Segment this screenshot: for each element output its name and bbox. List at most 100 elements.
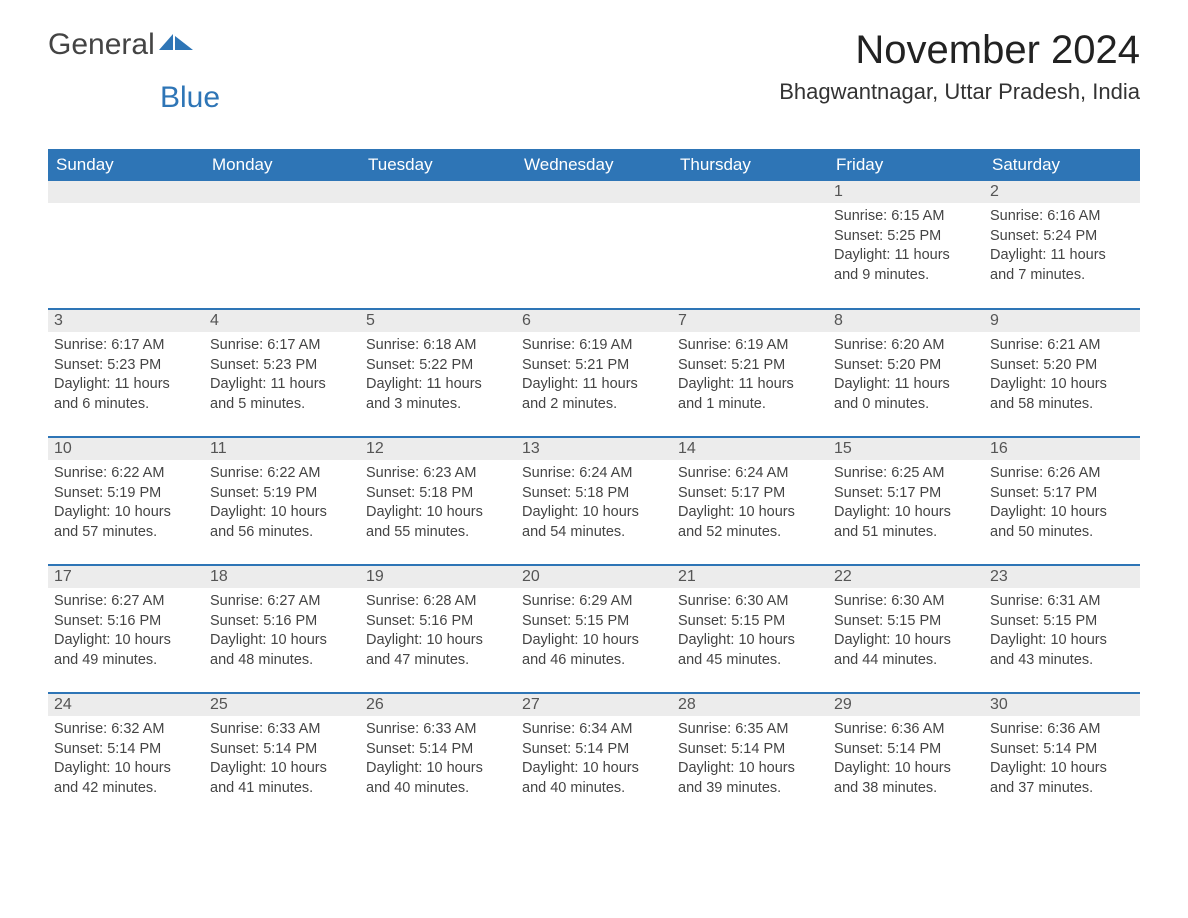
day-number: 11 (204, 438, 360, 460)
day-details: Sunrise: 6:24 AMSunset: 5:18 PMDaylight:… (516, 460, 672, 550)
sunset-text: Sunset: 5:14 PM (366, 740, 510, 760)
day-number: 8 (828, 310, 984, 332)
sunrise-text: Sunrise: 6:24 AM (678, 464, 822, 484)
weekday-header: Saturday (984, 149, 1140, 181)
day-number: 28 (672, 694, 828, 716)
calendar-day-cell: 3Sunrise: 6:17 AMSunset: 5:23 PMDaylight… (48, 309, 204, 437)
weekday-header: Friday (828, 149, 984, 181)
day-details: Sunrise: 6:19 AMSunset: 5:21 PMDaylight:… (516, 332, 672, 422)
calendar-day-cell (672, 181, 828, 309)
day-details: Sunrise: 6:24 AMSunset: 5:17 PMDaylight:… (672, 460, 828, 550)
sunset-text: Sunset: 5:20 PM (990, 356, 1134, 376)
daylight-text: Daylight: 10 hours and 47 minutes. (366, 631, 510, 670)
day-details: Sunrise: 6:15 AMSunset: 5:25 PMDaylight:… (828, 203, 984, 293)
sunset-text: Sunset: 5:14 PM (990, 740, 1134, 760)
sunset-text: Sunset: 5:14 PM (54, 740, 198, 760)
calendar-day-cell (48, 181, 204, 309)
daylight-text: Daylight: 11 hours and 6 minutes. (54, 375, 198, 414)
daylight-text: Daylight: 11 hours and 5 minutes. (210, 375, 354, 414)
day-details: Sunrise: 6:35 AMSunset: 5:14 PMDaylight:… (672, 716, 828, 806)
sunrise-text: Sunrise: 6:34 AM (522, 720, 666, 740)
calendar-day-cell (204, 181, 360, 309)
calendar-day-cell: 14Sunrise: 6:24 AMSunset: 5:17 PMDayligh… (672, 437, 828, 565)
day-details: Sunrise: 6:16 AMSunset: 5:24 PMDaylight:… (984, 203, 1140, 293)
sunset-text: Sunset: 5:24 PM (990, 227, 1134, 247)
day-number: 13 (516, 438, 672, 460)
sunset-text: Sunset: 5:17 PM (678, 484, 822, 504)
daylight-text: Daylight: 10 hours and 49 minutes. (54, 631, 198, 670)
day-details: Sunrise: 6:22 AMSunset: 5:19 PMDaylight:… (204, 460, 360, 550)
day-details: Sunrise: 6:29 AMSunset: 5:15 PMDaylight:… (516, 588, 672, 678)
sunrise-text: Sunrise: 6:27 AM (210, 592, 354, 612)
day-number: 5 (360, 310, 516, 332)
calendar-day-cell: 16Sunrise: 6:26 AMSunset: 5:17 PMDayligh… (984, 437, 1140, 565)
calendar-week-row: 3Sunrise: 6:17 AMSunset: 5:23 PMDaylight… (48, 309, 1140, 437)
title-block: November 2024 Bhagwantnagar, Uttar Prade… (779, 28, 1140, 115)
calendar-week-row: 10Sunrise: 6:22 AMSunset: 5:19 PMDayligh… (48, 437, 1140, 565)
calendar-day-cell: 18Sunrise: 6:27 AMSunset: 5:16 PMDayligh… (204, 565, 360, 693)
calendar-day-cell: 28Sunrise: 6:35 AMSunset: 5:14 PMDayligh… (672, 693, 828, 821)
daylight-text: Daylight: 10 hours and 51 minutes. (834, 503, 978, 542)
sunrise-text: Sunrise: 6:27 AM (54, 592, 198, 612)
logo-text-2: Blue (160, 81, 220, 114)
daylight-text: Daylight: 11 hours and 0 minutes. (834, 375, 978, 414)
weekday-header: Tuesday (360, 149, 516, 181)
day-number: 17 (48, 566, 204, 588)
day-details: Sunrise: 6:17 AMSunset: 5:23 PMDaylight:… (48, 332, 204, 422)
day-details: Sunrise: 6:25 AMSunset: 5:17 PMDaylight:… (828, 460, 984, 550)
sunset-text: Sunset: 5:19 PM (54, 484, 198, 504)
day-number: 26 (360, 694, 516, 716)
day-details: Sunrise: 6:19 AMSunset: 5:21 PMDaylight:… (672, 332, 828, 422)
weekday-header: Sunday (48, 149, 204, 181)
sunset-text: Sunset: 5:21 PM (522, 356, 666, 376)
sunset-text: Sunset: 5:22 PM (366, 356, 510, 376)
sunset-text: Sunset: 5:18 PM (522, 484, 666, 504)
logo-text-1: General (48, 28, 155, 62)
calendar-day-cell (360, 181, 516, 309)
daylight-text: Daylight: 10 hours and 40 minutes. (366, 759, 510, 798)
sunset-text: Sunset: 5:23 PM (54, 356, 198, 376)
sunrise-text: Sunrise: 6:23 AM (366, 464, 510, 484)
calendar-day-cell: 25Sunrise: 6:33 AMSunset: 5:14 PMDayligh… (204, 693, 360, 821)
calendar-week-row: 17Sunrise: 6:27 AMSunset: 5:16 PMDayligh… (48, 565, 1140, 693)
weekday-header-row: Sunday Monday Tuesday Wednesday Thursday… (48, 149, 1140, 181)
day-details: Sunrise: 6:31 AMSunset: 5:15 PMDaylight:… (984, 588, 1140, 678)
sunrise-text: Sunrise: 6:29 AM (522, 592, 666, 612)
sunset-text: Sunset: 5:18 PM (366, 484, 510, 504)
sunrise-text: Sunrise: 6:36 AM (834, 720, 978, 740)
calendar-day-cell: 11Sunrise: 6:22 AMSunset: 5:19 PMDayligh… (204, 437, 360, 565)
day-number: 15 (828, 438, 984, 460)
calendar-day-cell: 26Sunrise: 6:33 AMSunset: 5:14 PMDayligh… (360, 693, 516, 821)
sunset-text: Sunset: 5:23 PM (210, 356, 354, 376)
daylight-text: Daylight: 10 hours and 46 minutes. (522, 631, 666, 670)
calendar-day-cell: 27Sunrise: 6:34 AMSunset: 5:14 PMDayligh… (516, 693, 672, 821)
day-number: 25 (204, 694, 360, 716)
day-details: Sunrise: 6:28 AMSunset: 5:16 PMDaylight:… (360, 588, 516, 678)
sunrise-text: Sunrise: 6:19 AM (522, 336, 666, 356)
day-details: Sunrise: 6:36 AMSunset: 5:14 PMDaylight:… (984, 716, 1140, 806)
day-details: Sunrise: 6:33 AMSunset: 5:14 PMDaylight:… (360, 716, 516, 806)
day-details: Sunrise: 6:34 AMSunset: 5:14 PMDaylight:… (516, 716, 672, 806)
daylight-text: Daylight: 10 hours and 41 minutes. (210, 759, 354, 798)
day-number: 7 (672, 310, 828, 332)
sunrise-text: Sunrise: 6:17 AM (210, 336, 354, 356)
calendar-day-cell: 10Sunrise: 6:22 AMSunset: 5:19 PMDayligh… (48, 437, 204, 565)
sunset-text: Sunset: 5:16 PM (210, 612, 354, 632)
daylight-text: Daylight: 10 hours and 50 minutes. (990, 503, 1134, 542)
daylight-text: Daylight: 11 hours and 9 minutes. (834, 246, 978, 285)
calendar-day-cell: 23Sunrise: 6:31 AMSunset: 5:15 PMDayligh… (984, 565, 1140, 693)
day-number: 19 (360, 566, 516, 588)
calendar-day-cell: 29Sunrise: 6:36 AMSunset: 5:14 PMDayligh… (828, 693, 984, 821)
sunset-text: Sunset: 5:21 PM (678, 356, 822, 376)
sunset-text: Sunset: 5:15 PM (834, 612, 978, 632)
day-number: 16 (984, 438, 1140, 460)
day-details: Sunrise: 6:22 AMSunset: 5:19 PMDaylight:… (48, 460, 204, 550)
sunrise-text: Sunrise: 6:24 AM (522, 464, 666, 484)
calendar-day-cell: 12Sunrise: 6:23 AMSunset: 5:18 PMDayligh… (360, 437, 516, 565)
sunrise-text: Sunrise: 6:20 AM (834, 336, 978, 356)
calendar-day-cell: 30Sunrise: 6:36 AMSunset: 5:14 PMDayligh… (984, 693, 1140, 821)
daylight-text: Daylight: 10 hours and 39 minutes. (678, 759, 822, 798)
day-number: 22 (828, 566, 984, 588)
day-number: 27 (516, 694, 672, 716)
day-details: Sunrise: 6:30 AMSunset: 5:15 PMDaylight:… (828, 588, 984, 678)
